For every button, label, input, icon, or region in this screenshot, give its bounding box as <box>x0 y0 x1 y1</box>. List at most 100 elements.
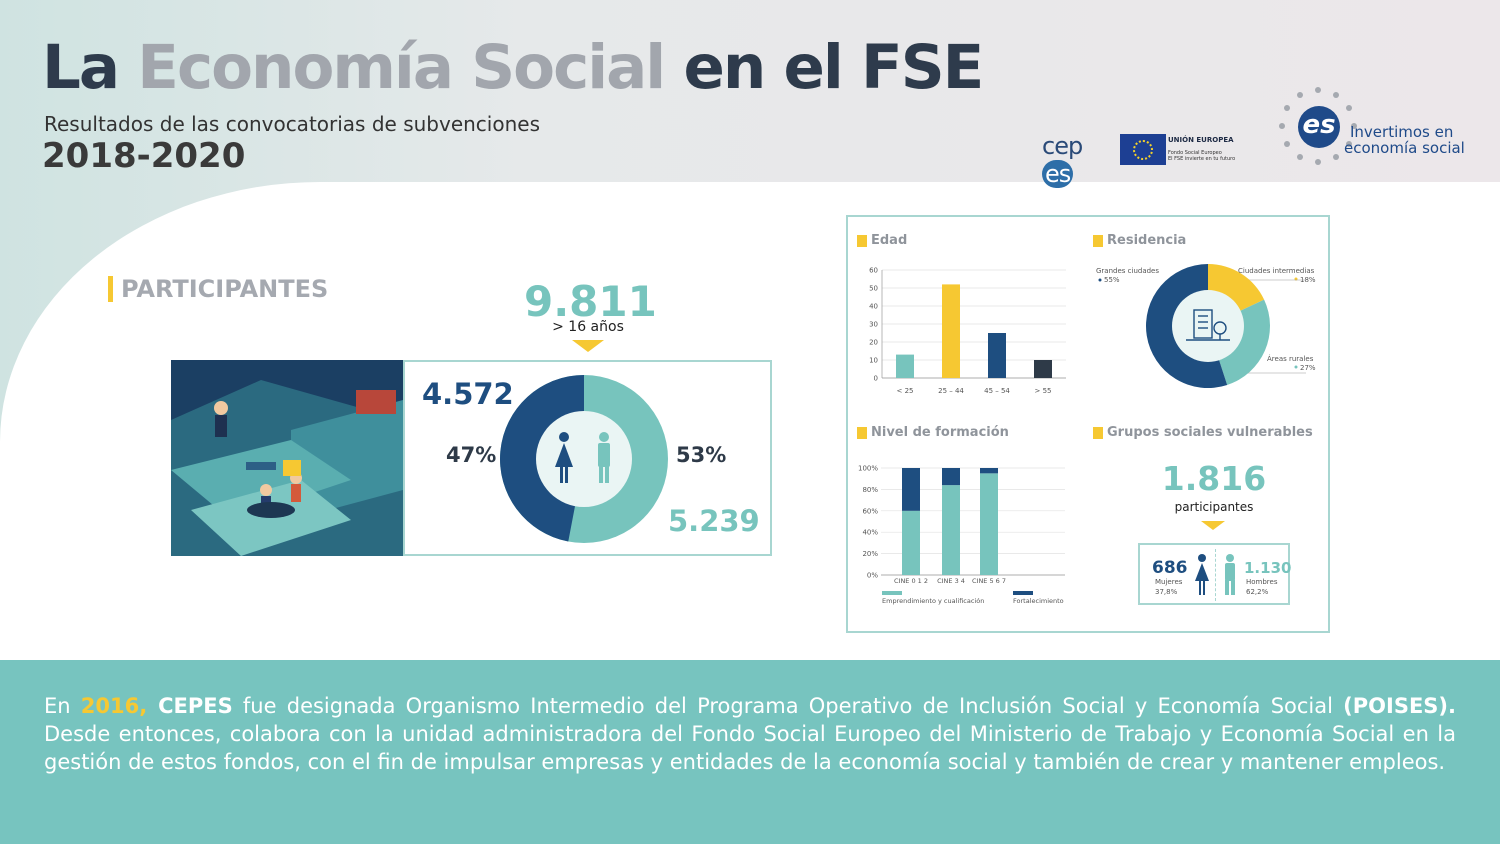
x-tick-label: CINE 5 6 7 <box>972 577 1006 585</box>
workers-illustration <box>171 360 403 556</box>
vulnerables-men-pct: 62,2% <box>1246 588 1269 596</box>
footer-band: En 2016, CEPES fue designada Organismo I… <box>0 660 1500 844</box>
invertimos-logo: es Invertimos en economía social <box>1276 84 1466 170</box>
y-tick-label: 50 <box>869 285 878 293</box>
y-tick-label: 100% <box>858 465 878 473</box>
y-tick-label: 40% <box>862 529 878 537</box>
footer-text: fue designada Organismo Intermedio del P… <box>232 694 1344 718</box>
down-arrow-icon <box>572 340 604 352</box>
page-subtitle: Resultados de las convocatorias de subve… <box>44 112 540 136</box>
formacion-stacked-bar-chart: 100% 80% 60% 40% 20% 0% CINE 0 1 2 CINE 3 4 CINE… <box>858 465 1065 605</box>
bar <box>942 284 960 378</box>
vulnerables-women-label: Mujeres <box>1155 578 1183 586</box>
vulnerables-women-count: 686 <box>1152 558 1188 578</box>
bar-segment <box>902 468 920 511</box>
eu-logo-title: UNIÓN EUROPEA <box>1168 136 1234 144</box>
y-tick-label: 80% <box>862 486 878 494</box>
eu-flag-icon <box>1120 134 1166 165</box>
y-tick-label: 60% <box>862 507 878 515</box>
y-tick-label: 0 <box>874 375 878 383</box>
cepes-logo-es: es <box>1042 160 1074 188</box>
down-arrow-icon <box>1201 521 1225 530</box>
footer-year: 2016, <box>80 694 148 718</box>
footer-text: En <box>44 694 81 718</box>
legend-label: Emprendimiento y cualificación <box>882 597 984 605</box>
page-years: 2018-2020 <box>42 136 246 176</box>
man-icon <box>1225 554 1235 595</box>
footer-cepes: CEPES <box>147 694 233 718</box>
women-count: 4.572 <box>422 377 514 411</box>
footer-poises: (POISES). <box>1343 694 1456 718</box>
bar-segment <box>942 485 960 575</box>
y-tick-label: 60 <box>869 267 878 275</box>
res-pct-rurales: 27% <box>1300 364 1316 372</box>
bar-segment <box>902 510 920 575</box>
woman-icon <box>1195 554 1209 595</box>
title-part-fse: en el FSE <box>683 32 984 103</box>
bar-segment <box>942 468 960 486</box>
x-tick-label: < 25 <box>897 387 914 395</box>
legend-swatch <box>1013 591 1033 595</box>
bar <box>988 333 1006 378</box>
title-part-economia-social: Economía Social <box>137 32 666 103</box>
x-tick-label: > 55 <box>1035 387 1052 395</box>
title-part-la: La <box>42 32 120 103</box>
residencia-title: Residencia <box>1093 234 1186 247</box>
footer-text: Desde entonces, colabora con la unidad a… <box>44 722 1456 774</box>
x-tick-label: CINE 0 1 2 <box>894 577 928 585</box>
legend-swatch <box>882 591 902 595</box>
legend-label: Fortalecimiento <box>1013 597 1064 605</box>
vulnerables-total: 1.816 <box>1161 459 1267 498</box>
vulnerables-box: 686 Mujeres 37,8% 1.130 Hombres 62,2% <box>1138 543 1292 605</box>
y-tick-label: 10 <box>869 357 878 365</box>
res-label-intermedias: Ciudades intermedias <box>1238 267 1315 275</box>
bar <box>896 354 914 378</box>
women-percent: 47% <box>446 443 497 467</box>
bar-segment <box>980 473 998 575</box>
bar <box>1034 360 1052 378</box>
vulnerables-men-count: 1.130 <box>1244 559 1292 577</box>
participants-total-sub: > 16 años <box>552 319 624 335</box>
vulnerables-men-label: Hombres <box>1246 578 1278 586</box>
x-tick-label: 25 – 44 <box>938 387 964 395</box>
participants-label: PARTICIPANTES <box>108 276 328 302</box>
participants-total: 9.811 <box>524 277 657 326</box>
eu-logo-line: El FSE invierte en tu futuro <box>1168 156 1236 162</box>
res-pct-grandes: 55% <box>1104 276 1120 284</box>
donut-hole <box>536 411 632 507</box>
buildings-icon <box>1186 309 1230 341</box>
x-tick-label: CINE 3 4 <box>937 577 965 585</box>
es-logo-line2: economía social <box>1344 139 1465 157</box>
eu-logo-line: Fondo Social Europeo <box>1168 150 1222 156</box>
y-tick-label: 0% <box>867 572 878 580</box>
cepes-logo-text: cep <box>1042 132 1083 160</box>
man-icon <box>598 432 610 483</box>
donut-hole <box>1172 290 1244 362</box>
men-percent: 53% <box>676 443 727 467</box>
page-title: La Economía Social en el FSE <box>42 30 984 106</box>
residencia-donut-chart: Grandes ciudades 55% Ciudades intermedia… <box>1096 264 1316 388</box>
edad-title: Edad <box>857 234 907 247</box>
men-count: 5.239 <box>668 504 760 538</box>
es-logo-mark: es <box>1298 106 1340 148</box>
cepes-logo: cepes <box>1042 132 1112 188</box>
formacion-title: Nivel de formación <box>857 426 1009 439</box>
eu-logo: UNIÓN EUROPEA Fondo Social Europeo El FS… <box>1120 134 1235 166</box>
bar-segment <box>980 468 998 474</box>
y-tick-label: 30 <box>869 321 878 329</box>
vulnerables-total-sub: participantes <box>1174 500 1254 514</box>
bullet-icon <box>1294 365 1298 369</box>
bullet-icon <box>1098 278 1102 282</box>
y-tick-label: 20% <box>862 550 878 558</box>
y-tick-label: 40 <box>869 303 878 311</box>
vulnerables-title: Grupos sociales vulnerables <box>1093 426 1313 439</box>
res-label-grandes: Grandes ciudades <box>1096 267 1159 275</box>
y-tick-label: 20 <box>869 339 878 347</box>
footer-paragraph: En 2016, CEPES fue designada Organismo I… <box>44 692 1456 776</box>
x-tick-label: 45 – 54 <box>984 387 1010 395</box>
woman-icon <box>555 432 573 483</box>
gender-donut-chart <box>500 375 668 543</box>
es-logo-line1: Invertimos en <box>1350 123 1454 141</box>
res-label-rurales: Áreas rurales <box>1267 354 1314 363</box>
edad-bar-chart: 60 50 40 30 20 10 0 < 25 25 – 44 45 – 54 > 55 <box>869 267 1066 395</box>
